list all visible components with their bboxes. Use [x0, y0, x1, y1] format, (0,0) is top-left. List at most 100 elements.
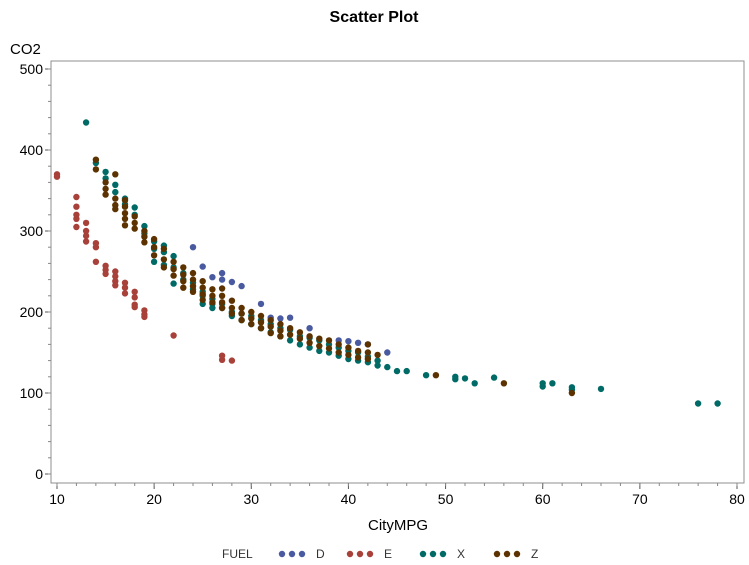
data-point [150, 252, 158, 259]
y-axis-label: CO2 [10, 41, 41, 58]
data-point [296, 335, 304, 342]
legend-item-Z: Z [493, 547, 538, 561]
data-point [121, 203, 129, 210]
y-tick-label: 300 [20, 223, 44, 239]
data-point [209, 304, 216, 312]
data-point [150, 244, 158, 251]
data-point [82, 232, 90, 240]
data-point [199, 263, 206, 270]
x-tick-label: 30 [243, 491, 259, 507]
data-point [199, 291, 206, 298]
x-axis: 10 20 30 40 50 60 70 80 [49, 483, 745, 507]
data-point [384, 363, 391, 371]
data-point [131, 204, 138, 211]
data-point [102, 270, 109, 278]
data-point [112, 282, 119, 289]
data-point [218, 304, 226, 312]
legend-marker [419, 550, 427, 558]
data-point [345, 351, 352, 359]
data-point [403, 367, 410, 375]
data-point [209, 274, 216, 281]
legend-marker [278, 550, 286, 558]
data-point [180, 271, 187, 278]
data-point [325, 345, 333, 352]
data-point [141, 222, 148, 230]
data-point [121, 197, 129, 204]
data-point [180, 284, 187, 291]
data-point [131, 219, 138, 227]
legend-item-E: E [346, 547, 392, 561]
data-point [335, 349, 342, 356]
data-point [92, 258, 100, 265]
data-point [82, 227, 90, 235]
data-point [141, 233, 148, 240]
x-tick-label: 40 [341, 491, 357, 507]
data-point [539, 383, 546, 390]
data-point [306, 325, 313, 332]
data-point [248, 315, 255, 322]
data-point [286, 337, 294, 344]
series-Z [92, 156, 576, 397]
data-point [432, 372, 440, 379]
data-point [102, 179, 109, 186]
data-point [364, 341, 372, 348]
x-tick-label: 20 [146, 491, 162, 507]
data-point [92, 156, 100, 163]
data-point [160, 256, 168, 263]
legend-item-D: D [278, 547, 325, 561]
data-point [92, 244, 100, 251]
data-point [257, 300, 265, 308]
data-point [180, 264, 187, 271]
data-point [354, 339, 362, 346]
data-point [112, 268, 119, 275]
data-point [102, 168, 109, 176]
data-point [112, 181, 119, 188]
data-point [218, 269, 226, 277]
legend-marker [346, 550, 354, 558]
legend-marker [439, 550, 447, 558]
plot-area [50, 60, 745, 484]
data-point [490, 374, 498, 381]
data-point [248, 320, 255, 328]
data-point [102, 185, 109, 193]
x-tick-label: 70 [632, 491, 648, 507]
legend-marker [503, 550, 511, 558]
data-point [170, 280, 177, 287]
legend-marker [366, 550, 374, 558]
data-point [121, 222, 129, 229]
data-point [257, 319, 265, 326]
data-point [228, 278, 236, 286]
data-point [422, 372, 430, 379]
data-point [306, 333, 313, 340]
legend-label: D [316, 547, 325, 561]
data-point [189, 288, 197, 295]
data-point [170, 258, 177, 265]
data-point [82, 119, 90, 126]
data-point [180, 278, 187, 285]
data-point [286, 314, 294, 321]
data-point [325, 337, 333, 344]
data-point [141, 313, 148, 321]
data-point [238, 304, 245, 312]
data-point [121, 290, 129, 297]
data-point [374, 351, 381, 359]
legend-label: X [457, 547, 465, 561]
data-point [170, 332, 177, 339]
data-point [374, 362, 381, 369]
x-tick-label: 60 [535, 491, 551, 507]
series-X [82, 119, 721, 407]
data-point [238, 316, 245, 324]
data-point [189, 282, 197, 290]
data-point [335, 341, 342, 348]
x-tick-label: 50 [438, 491, 454, 507]
x-tick-label: 10 [49, 491, 65, 507]
y-tick-label: 100 [20, 385, 44, 401]
data-point [694, 400, 702, 407]
data-point [121, 279, 129, 286]
data-point [189, 269, 197, 277]
data-point [199, 278, 206, 285]
data-point [131, 303, 138, 311]
data-point [218, 299, 226, 306]
legend-item-X: X [419, 547, 465, 561]
